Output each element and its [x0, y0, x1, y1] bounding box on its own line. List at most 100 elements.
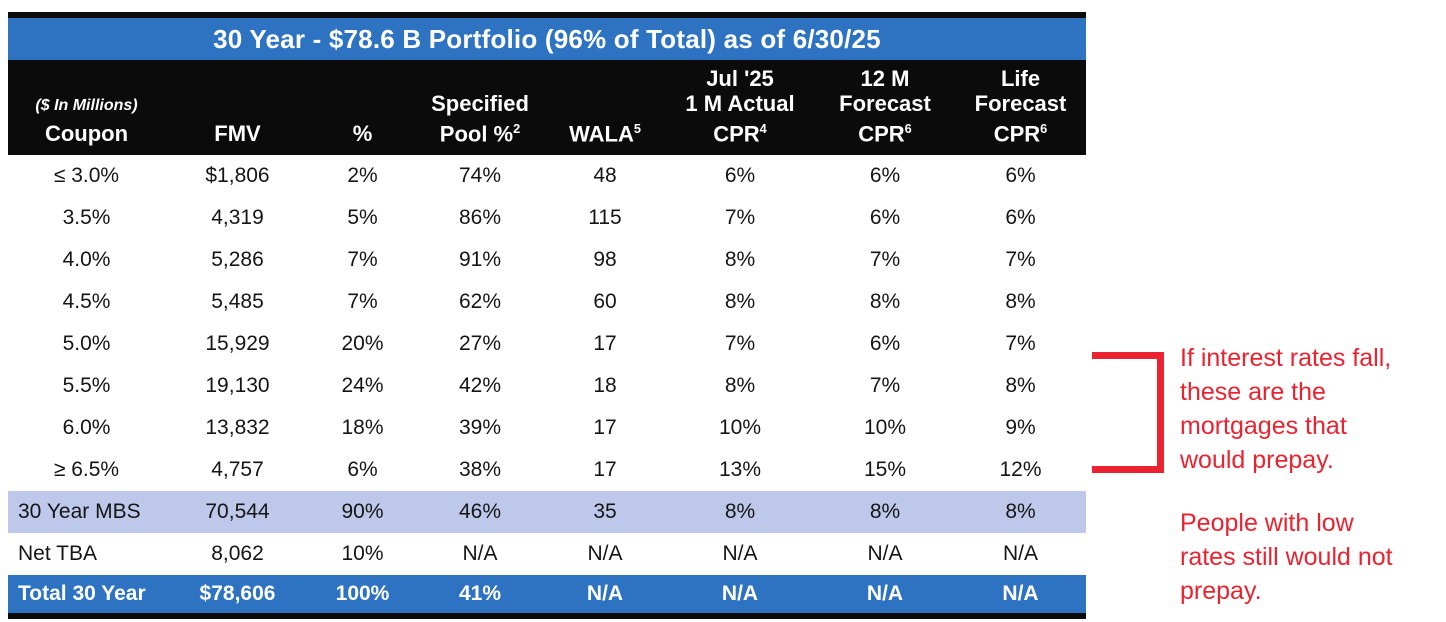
cell-fmv: 8,062 [165, 533, 310, 576]
col-header-jul-25-1m-actual-cpr: Jul '25 1 M Actual CPR4 [665, 60, 815, 156]
cell-fmv: $78,606 [165, 575, 310, 614]
col-header-wala: WALA5 [545, 60, 665, 156]
cell-specified-pool-pct: 38% [415, 449, 545, 492]
table-top-border [8, 12, 1086, 18]
cell-wala: 35 [545, 491, 665, 534]
emphasis-bracket [1092, 352, 1164, 473]
header-line: Coupon [44, 121, 129, 147]
cell-fmv: 4,319 [165, 197, 310, 240]
coupon-row: 5.0% 15,929 20% 27% 17 7% 6% 7% [8, 323, 1086, 366]
header-line: Life [1000, 66, 1041, 91]
summary-row-net-tba: Net TBA 8,062 10% N/A N/A N/A N/A N/A [8, 533, 1086, 576]
cell-specified-pool-pct: 62% [415, 281, 545, 324]
cell-pct-of-total: 7% [310, 281, 415, 324]
annotation-low-rates-note: People with low rates still would not prep… [1180, 506, 1393, 608]
col-header-pct-of-total: % [310, 60, 415, 156]
cell-jul-25-1m-actual-cpr: 6% [665, 155, 815, 198]
table-header: ($ In Millions) Coupon FMV% Specified Pool %… [8, 60, 1086, 156]
cell-pct-of-total: 20% [310, 323, 415, 366]
header-line: Pool %2 [439, 121, 521, 147]
col-header-coupon: ($ In Millions) Coupon [8, 60, 165, 156]
cell-pct-of-total: 100% [310, 575, 415, 614]
cell-12m-forecast-cpr: 8% [815, 281, 955, 324]
cell-fmv: 5,286 [165, 239, 310, 282]
cell-wala: 18 [545, 365, 665, 408]
cell-12m-forecast-cpr: 6% [815, 197, 955, 240]
summary-row-mbs: 30 Year MBS 70,544 90% 46% 35 8% 8% 8% [8, 491, 1086, 534]
cell-life-forecast-cpr: 9% [955, 407, 1086, 450]
note-line: rates still would not [1180, 543, 1393, 571]
cell-coupon: 4.5% [8, 281, 165, 324]
summary-label: Total 30 Year [8, 575, 165, 614]
coupon-row: ≤ 3.0% $1,806 2% 74% 48 6% 6% 6% [8, 155, 1086, 198]
header-line: Specified [431, 91, 529, 116]
cell-jul-25-1m-actual-cpr: 8% [665, 491, 815, 534]
cell-wala: 48 [545, 155, 665, 198]
cell-pct-of-total: 24% [310, 365, 415, 408]
note-line: these are the [1180, 378, 1326, 406]
cell-12m-forecast-cpr: 7% [815, 239, 955, 282]
header-line: FMV [214, 121, 261, 147]
header-line: CPR6 [858, 121, 912, 147]
summary-label: Net TBA [8, 533, 165, 576]
header-line: % [352, 121, 373, 147]
cell-life-forecast-cpr: 6% [955, 155, 1086, 198]
cell-life-forecast-cpr: 6% [955, 197, 1086, 240]
header-line: Forecast [974, 91, 1067, 116]
cell-12m-forecast-cpr: 15% [815, 449, 955, 492]
cell-wala: 115 [545, 197, 665, 240]
cell-coupon: 6.0% [8, 407, 165, 450]
cell-fmv: 15,929 [165, 323, 310, 366]
coupon-row: 6.0% 13,832 18% 39% 17 10% 10% 9% [8, 407, 1086, 450]
cell-life-forecast-cpr: 8% [955, 365, 1086, 408]
cell-coupon: 4.0% [8, 239, 165, 282]
cell-jul-25-1m-actual-cpr: 8% [665, 365, 815, 408]
cell-specified-pool-pct: N/A [415, 533, 545, 576]
cell-wala: 17 [545, 407, 665, 450]
cell-jul-25-1m-actual-cpr: N/A [665, 533, 815, 576]
summary-label: 30 Year MBS [8, 491, 165, 534]
coupon-row: ≥ 6.5% 4,757 6% 38% 17 13% 15% 12% [8, 449, 1086, 492]
cell-coupon: 3.5% [8, 197, 165, 240]
cell-pct-of-total: 5% [310, 197, 415, 240]
cell-wala: N/A [545, 533, 665, 576]
cell-12m-forecast-cpr: 7% [815, 365, 955, 408]
cell-wala: 17 [545, 449, 665, 492]
cell-fmv: 13,832 [165, 407, 310, 450]
cell-coupon: 5.5% [8, 365, 165, 408]
cell-life-forecast-cpr: 7% [955, 323, 1086, 366]
header-line: CPR6 [993, 121, 1048, 147]
annotation-prepay-note: If interest rates fall, these are the mort… [1180, 341, 1391, 477]
cell-wala: 60 [545, 281, 665, 324]
cell-wala: 98 [545, 239, 665, 282]
coupon-row: 4.5% 5,485 7% 62% 60 8% 8% 8% [8, 281, 1086, 324]
table-title: 30 Year - $78.6 B Portfolio (96% of Tota… [8, 18, 1086, 60]
note-line: If interest rates fall, [1180, 344, 1392, 372]
cell-fmv: 5,485 [165, 281, 310, 324]
cell-coupon: 5.0% [8, 323, 165, 366]
portfolio-table-section: 30 Year - $78.6 B Portfolio (96% of Tota… [8, 12, 1086, 620]
header-line: Forecast [839, 91, 931, 116]
cell-jul-25-1m-actual-cpr: 7% [665, 197, 815, 240]
note-line: prepay. [1180, 577, 1262, 605]
table-body: ≤ 3.0% $1,806 2% 74% 48 6% 6% 6% 3.5% 4,319 5% 86% 1… [8, 155, 1086, 614]
cell-pct-of-total: 2% [310, 155, 415, 198]
cell-pct-of-total: 10% [310, 533, 415, 576]
cell-fmv: 4,757 [165, 449, 310, 492]
cell-life-forecast-cpr: 7% [955, 239, 1086, 282]
cell-12m-forecast-cpr: 10% [815, 407, 955, 450]
cell-specified-pool-pct: 39% [415, 407, 545, 450]
col-header-fmv: FMV [165, 60, 310, 156]
cell-fmv: $1,806 [165, 155, 310, 198]
cell-12m-forecast-cpr: 6% [815, 155, 955, 198]
cell-jul-25-1m-actual-cpr: 10% [665, 407, 815, 450]
cell-pct-of-total: 90% [310, 491, 415, 534]
cell-life-forecast-cpr: N/A [955, 575, 1086, 614]
cell-specified-pool-pct: 27% [415, 323, 545, 366]
cell-12m-forecast-cpr: N/A [815, 575, 955, 614]
cell-fmv: 70,544 [165, 491, 310, 534]
cell-jul-25-1m-actual-cpr: 13% [665, 449, 815, 492]
cell-coupon: ≤ 3.0% [8, 155, 165, 198]
cell-jul-25-1m-actual-cpr: N/A [665, 575, 815, 614]
